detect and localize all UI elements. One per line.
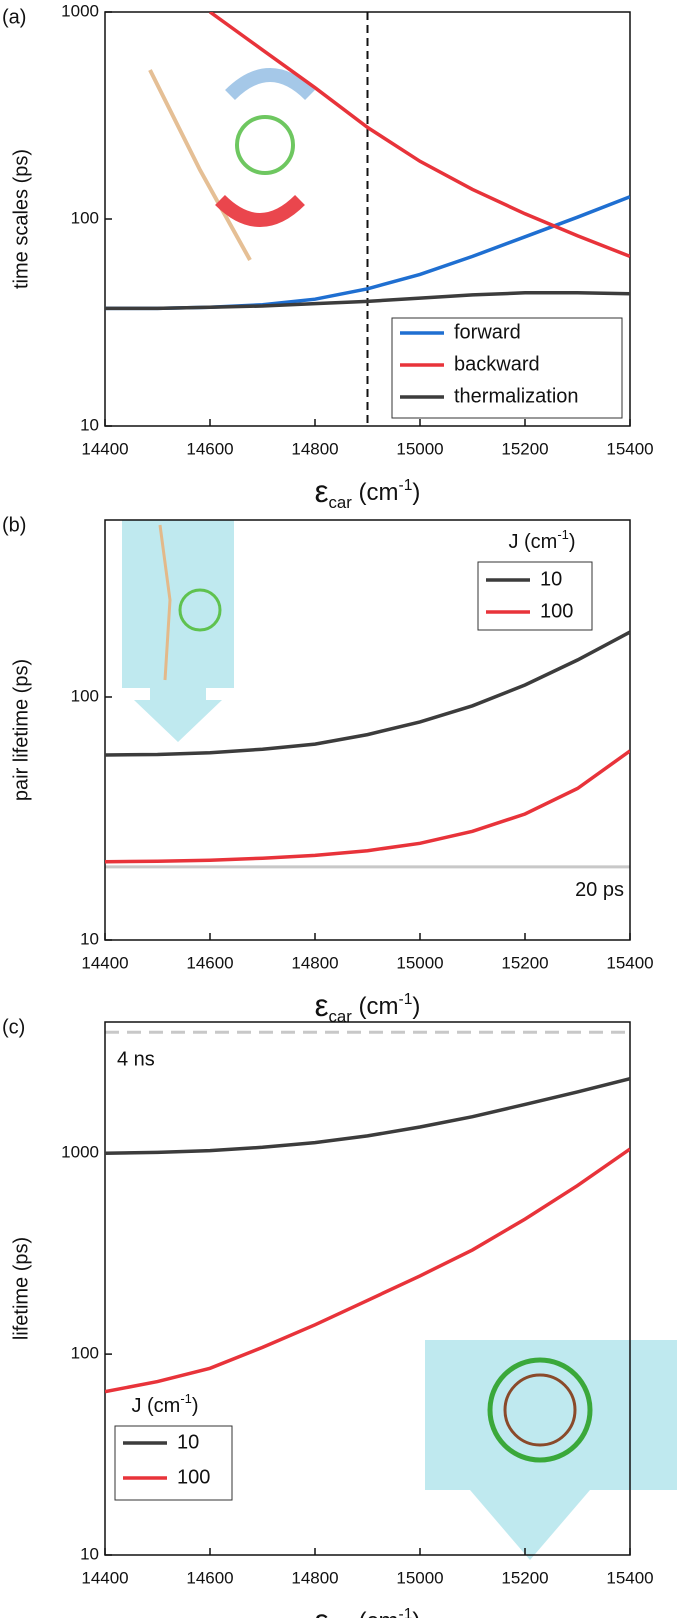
series-line: [105, 1077, 630, 1155]
y-tick-label: 1000: [61, 1, 99, 20]
reference-label: 20 ps: [575, 879, 624, 901]
x-tick-label: 15000: [396, 439, 443, 458]
label-part: (cm: [352, 479, 399, 506]
label-part: ε: [315, 988, 329, 1023]
y-axis-label: time scales (ps): [10, 149, 32, 289]
panel-label: (a): [2, 6, 26, 28]
x-tick-label: 14800: [291, 1568, 338, 1587]
label-part: ε: [315, 1603, 329, 1618]
legend-label: 100: [177, 1466, 210, 1488]
axis-label: εcar (cm-1): [315, 1603, 421, 1618]
illustration-a: [148, 68, 315, 261]
x-tick-label: 14400: [81, 1568, 128, 1587]
x-tick-label: 14400: [81, 953, 128, 972]
x-tick-label: 15000: [396, 953, 443, 972]
x-tick-label: 15400: [606, 1568, 653, 1587]
panel-label: (b): [2, 514, 26, 536]
label-part: ε: [315, 474, 329, 509]
legend-box: [477, 561, 593, 631]
axis-label: εcar (cm-1): [315, 988, 421, 1026]
label-part: -1: [399, 477, 413, 494]
label-part: -1: [180, 1391, 192, 1406]
label-part: ): [412, 479, 420, 506]
x-tick-label: 15400: [606, 953, 653, 972]
series-line: [105, 630, 630, 757]
label-part: J (cm: [508, 531, 557, 553]
plot-frame: [104, 519, 631, 941]
label-part: -1: [557, 527, 569, 542]
reference-label: 4 ns: [117, 1049, 155, 1071]
axis-label: εcar (cm-1): [315, 474, 421, 512]
x-tick-label: 14800: [291, 439, 338, 458]
label-part: ): [569, 531, 576, 553]
y-tick-label: 1000: [61, 1143, 99, 1162]
legend-label: backward: [454, 353, 540, 375]
x-tick-label: 15200: [501, 1568, 548, 1587]
x-tick-label: 14600: [186, 1568, 233, 1587]
x-tick-label: 15200: [501, 953, 548, 972]
x-tick-label: 15000: [396, 1568, 443, 1587]
axis-label: J (cm-1): [508, 527, 575, 553]
x-tick-label: 15400: [606, 439, 653, 458]
x-tick-label: 14600: [186, 439, 233, 458]
label-part: ): [192, 1395, 199, 1417]
label-part: ): [412, 1608, 420, 1618]
label-part: car: [329, 1007, 353, 1026]
series-line: [105, 291, 630, 311]
label-part: (cm: [352, 993, 399, 1020]
y-axis-label: lifetime (ps): [10, 1237, 32, 1340]
label-part: J (cm: [131, 1395, 180, 1417]
label-part: ): [412, 993, 420, 1020]
legend-label: 100: [540, 600, 573, 622]
legend-label: thermalization: [454, 385, 579, 407]
legend-label: forward: [454, 321, 521, 343]
label-part: -1: [399, 991, 413, 1008]
y-tick-label: 10: [80, 929, 99, 948]
x-tick-label: 15200: [501, 439, 548, 458]
illustration-c: [425, 1340, 677, 1560]
series-line: [208, 12, 630, 259]
label-part: car: [329, 493, 353, 512]
plot-frame: [104, 1021, 631, 1556]
series-line: [105, 1147, 630, 1394]
axis-label: J (cm-1): [131, 1391, 198, 1417]
label-part: (cm: [352, 1608, 399, 1618]
plot-frame: [104, 11, 631, 427]
x-tick-label: 14400: [81, 439, 128, 458]
x-tick-label: 14800: [291, 953, 338, 972]
y-tick-label: 10: [80, 415, 99, 434]
illustration-b: [122, 520, 234, 742]
x-tick-label: 14600: [186, 953, 233, 972]
legend-box: [114, 1425, 233, 1501]
y-axis-label: pair lifetime (ps): [10, 659, 32, 801]
series-line: [105, 749, 630, 864]
y-tick-label: 100: [71, 208, 99, 227]
legend-label: 10: [177, 1431, 199, 1453]
y-tick-label: 100: [71, 686, 99, 705]
legend-label: 10: [540, 568, 562, 590]
label-part: -1: [399, 1606, 413, 1618]
panel-label: (c): [2, 1016, 25, 1038]
y-tick-label: 10: [80, 1544, 99, 1563]
y-tick-label: 100: [71, 1344, 99, 1363]
